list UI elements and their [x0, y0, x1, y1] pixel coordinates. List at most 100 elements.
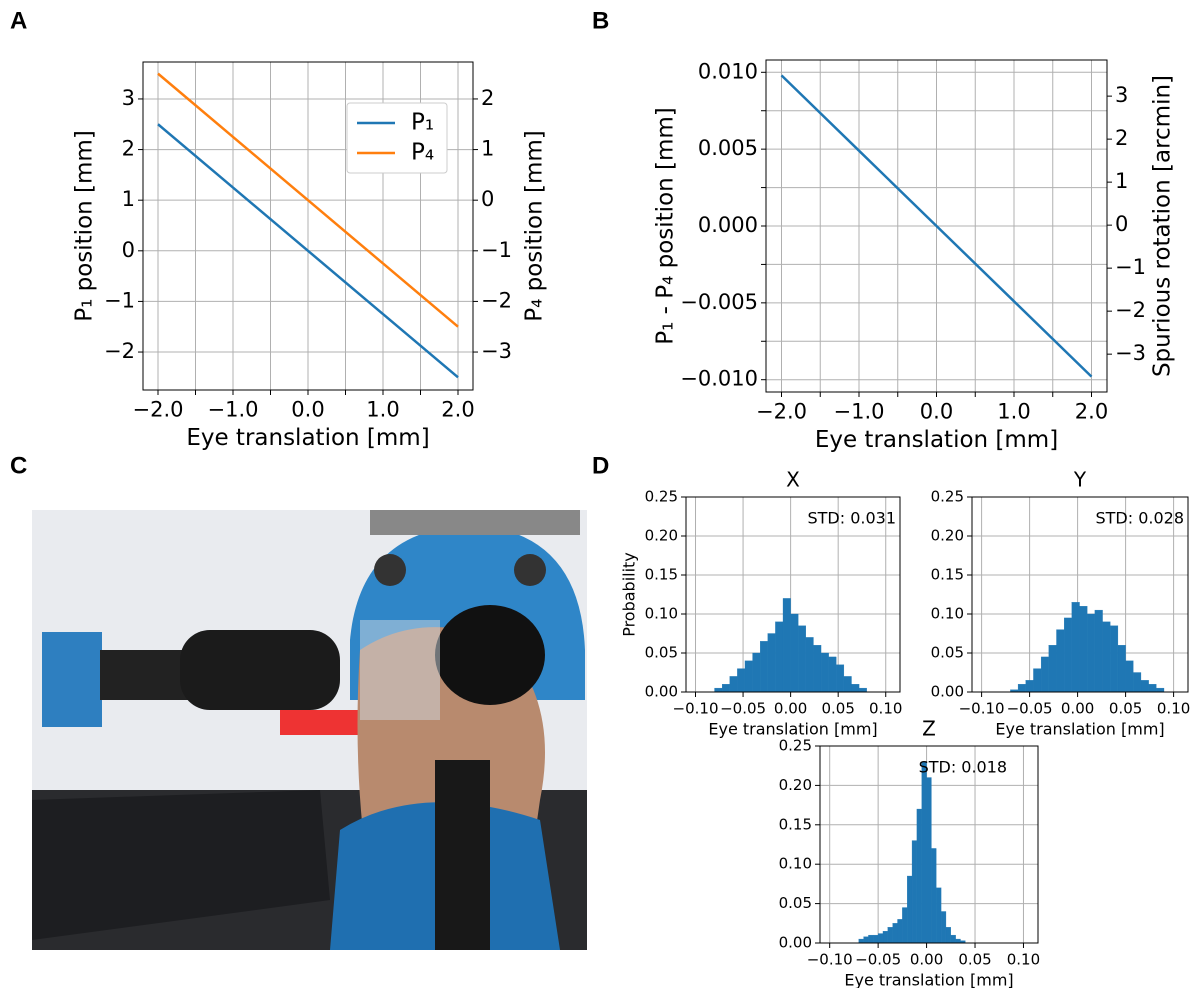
- panel-label: A: [10, 7, 27, 34]
- x-tick-label: 0.05: [821, 700, 854, 718]
- bar: [828, 656, 837, 693]
- bar: [1094, 609, 1103, 693]
- y-tick-label: 0.15: [779, 815, 812, 833]
- plot-frame: [971, 496, 1189, 693]
- y-tick-label: 0: [122, 238, 135, 262]
- x-tick-label: 0.10: [1157, 700, 1190, 718]
- x-tick-label: 0.0: [920, 400, 953, 424]
- y-tick-label: 0.20: [779, 776, 812, 794]
- bar: [721, 684, 730, 693]
- y2-tick-label: −3: [481, 339, 512, 363]
- bar: [813, 645, 822, 693]
- bar: [1033, 668, 1042, 693]
- x-axis-label: Eye translation [mm]: [186, 425, 429, 451]
- bar: [820, 652, 829, 693]
- plot-frame: [142, 61, 474, 391]
- bar: [1102, 621, 1111, 693]
- bar: [892, 923, 898, 944]
- photo: [32, 510, 587, 950]
- bar: [940, 911, 947, 944]
- y-tick-label: 0.25: [645, 488, 678, 506]
- bar: [1048, 645, 1057, 693]
- bar: [931, 848, 937, 944]
- bar: [1040, 656, 1049, 693]
- bar: [1156, 687, 1165, 693]
- y-tick-label: 0.10: [779, 855, 812, 873]
- bar: [714, 687, 723, 693]
- y2-tick-label: 1: [1115, 169, 1128, 193]
- bar: [1079, 606, 1088, 693]
- line-series: [780, 74, 1093, 378]
- plot-frame: [819, 745, 1039, 944]
- bar: [1110, 625, 1119, 693]
- bar: [868, 934, 874, 944]
- y-axis-label: P₁ position [mm]: [72, 130, 98, 322]
- chart: −2.0 −1.0 0.0 1.0 2.0 −2 −1 0 1 2 3 −3 −2 −1 0 1 2 Eye tr…: [72, 61, 548, 451]
- y-tick-label: 0.00: [931, 683, 964, 701]
- bar: [737, 668, 746, 693]
- bar: [858, 687, 867, 693]
- x-tick-label: 1.0: [997, 400, 1030, 424]
- chart: −0.10 −0.05 0.00 0.05 0.10 0.00 0.05 0.10 0.15 0.…: [620, 468, 903, 739]
- x-tick-label: −0.05: [855, 951, 901, 969]
- bar: [1064, 617, 1072, 693]
- x-tick-label: −0.05: [720, 700, 766, 718]
- bar: [907, 875, 913, 944]
- bar: [1056, 629, 1065, 693]
- x-axis-label: Eye translation [mm]: [995, 720, 1164, 739]
- y2-tick-label: 3: [1115, 83, 1128, 107]
- x-tick-label: −0.10: [673, 700, 719, 718]
- y-tick-label: −1: [104, 288, 135, 312]
- bar: [744, 660, 753, 693]
- y-tick-label: 0.10: [931, 605, 964, 623]
- x-tick-label: −0.10: [807, 951, 853, 969]
- y-tick-label: −0.010: [680, 367, 758, 391]
- x-tick-label: 0.00: [774, 700, 807, 718]
- x-tick-label: 0.05: [958, 951, 991, 969]
- y-tick-label: 0.25: [779, 737, 812, 755]
- y-tick-label: 2: [122, 137, 135, 161]
- annotation: STD: 0.018: [919, 758, 1008, 777]
- bar: [1071, 602, 1080, 693]
- x-tick-label: −1.0: [834, 400, 885, 424]
- chart: −2.0 −1.0 0.0 1.0 2.0 −0.010 −0.005 0.000 0.005 0…: [653, 59, 1176, 453]
- y-tick-label: 0.010: [698, 59, 758, 83]
- y-tick-label: 0.20: [931, 527, 964, 545]
- y-axis-label: P₁ - P₄ position [mm]: [653, 107, 679, 345]
- plot-frame: [685, 496, 901, 693]
- bar: [782, 598, 791, 693]
- legend-label: P₄: [411, 140, 434, 166]
- panel-label: D: [592, 452, 609, 479]
- x-tick-label: 0.05: [1109, 700, 1142, 718]
- bar: [1133, 672, 1142, 693]
- x-tick-label: 0.10: [1007, 951, 1040, 969]
- bar: [897, 919, 903, 944]
- bar: [1117, 645, 1126, 693]
- bar: [1148, 684, 1157, 693]
- legend-label: P₁: [411, 110, 434, 136]
- y-tick-label: 0.15: [931, 566, 964, 584]
- bar: [790, 613, 799, 693]
- x-tick-label: 1.0: [366, 398, 399, 422]
- bar: [1125, 660, 1134, 693]
- line-series: [157, 123, 459, 379]
- bar: [916, 808, 922, 944]
- y-tick-label: 0.20: [645, 527, 678, 545]
- y-tick-label: 0.00: [645, 683, 678, 701]
- y-tick-label: 0.15: [645, 566, 678, 584]
- y2-axis-label: Spurious rotation [arcmin]: [1150, 75, 1176, 377]
- y2-tick-label: 2: [481, 86, 494, 110]
- bar: [921, 761, 927, 944]
- panel-label: C: [10, 452, 27, 479]
- x-tick-label: −2.0: [756, 400, 807, 424]
- y-tick-label: 0.05: [779, 894, 812, 912]
- y-tick-label: 1: [122, 187, 135, 211]
- y2-tick-label: −3: [1115, 341, 1146, 365]
- bar: [851, 684, 860, 693]
- y-tick-label: 0.00: [779, 934, 812, 952]
- chart-title: X: [786, 468, 800, 492]
- x-tick-label: 0.00: [1061, 700, 1094, 718]
- bar: [950, 934, 956, 944]
- y-tick-label: 0.05: [645, 644, 678, 662]
